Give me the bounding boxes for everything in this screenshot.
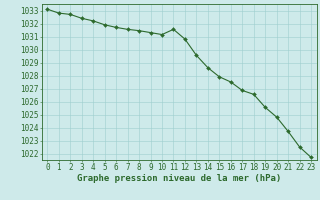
- X-axis label: Graphe pression niveau de la mer (hPa): Graphe pression niveau de la mer (hPa): [77, 174, 281, 183]
